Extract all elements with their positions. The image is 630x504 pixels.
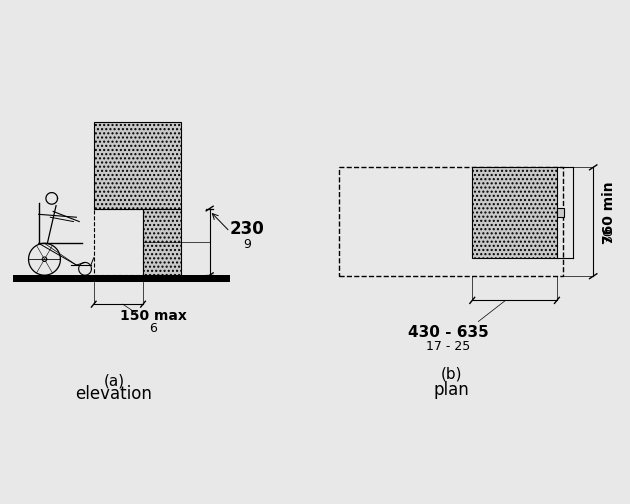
Bar bbox=[94, 121, 181, 209]
Text: 760 min: 760 min bbox=[602, 181, 616, 244]
Text: 17 - 25: 17 - 25 bbox=[426, 340, 470, 353]
Text: (a): (a) bbox=[103, 373, 125, 389]
Text: elevation: elevation bbox=[76, 385, 152, 403]
Bar bbox=[94, 209, 143, 275]
Bar bbox=[0, 275, 230, 282]
Text: (b): (b) bbox=[440, 367, 462, 382]
Bar bbox=[557, 209, 564, 217]
Bar bbox=[339, 167, 563, 276]
Text: 30: 30 bbox=[602, 227, 616, 243]
Text: 6: 6 bbox=[149, 322, 157, 335]
Text: plan: plan bbox=[433, 381, 469, 399]
Text: 9: 9 bbox=[243, 238, 251, 251]
Bar bbox=[472, 167, 557, 258]
Bar bbox=[143, 209, 181, 275]
Text: 430 - 635: 430 - 635 bbox=[408, 325, 488, 340]
Text: 230: 230 bbox=[230, 220, 265, 238]
Text: 150 max: 150 max bbox=[120, 309, 186, 324]
